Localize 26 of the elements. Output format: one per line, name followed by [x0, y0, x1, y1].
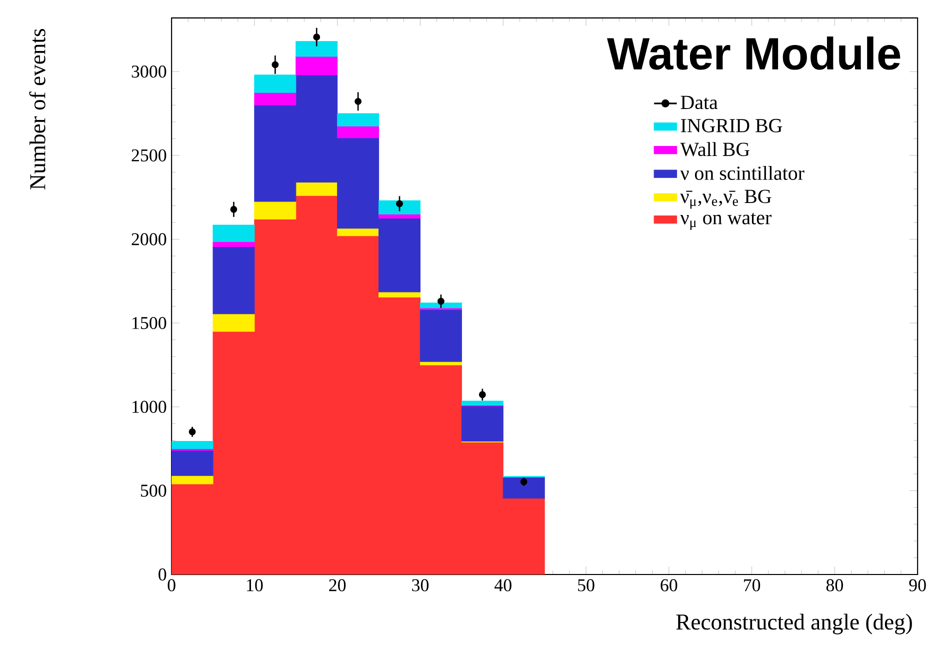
legend-label: ν̄$_{μ}$,ν$_{e}$,ν̄$_{e}$ BG [680, 190, 772, 209]
legend-label: INGRID BG [680, 118, 782, 132]
x-tick-label: 80 [826, 579, 843, 592]
y-tick-label: 500 [140, 484, 166, 497]
legend-label: ν$_{μ}$ on water [680, 212, 772, 230]
x-tick-label: 30 [412, 579, 429, 592]
y-tick-label: 1000 [132, 400, 166, 413]
y-tick-label: 2000 [132, 233, 166, 246]
legend-label: Wall BG [680, 142, 750, 156]
x-tick-label: 60 [660, 579, 678, 592]
x-tick-label: 40 [494, 579, 512, 592]
y-tick-label: 1500 [132, 316, 166, 329]
y-tick-label: 2500 [132, 149, 166, 162]
y-axis-title: Number of events [29, 28, 46, 190]
x-tick-label: 90 [909, 579, 926, 592]
x-tick-label: 70 [744, 579, 760, 592]
chart-title: Water Module [607, 36, 900, 70]
legend-label: Data [680, 96, 718, 110]
x-tick-label: 10 [247, 579, 263, 592]
y-tick-label: 3000 [132, 65, 166, 78]
x-tick-label: 20 [329, 579, 346, 592]
x-axis-title: Reconstructed angle (deg) [676, 614, 912, 634]
y-tick-label: 0 [158, 568, 166, 580]
x-tick-label: 0 [168, 579, 176, 592]
x-tick-label: 50 [578, 579, 594, 592]
legend-label: ν on scintillator [680, 166, 804, 180]
